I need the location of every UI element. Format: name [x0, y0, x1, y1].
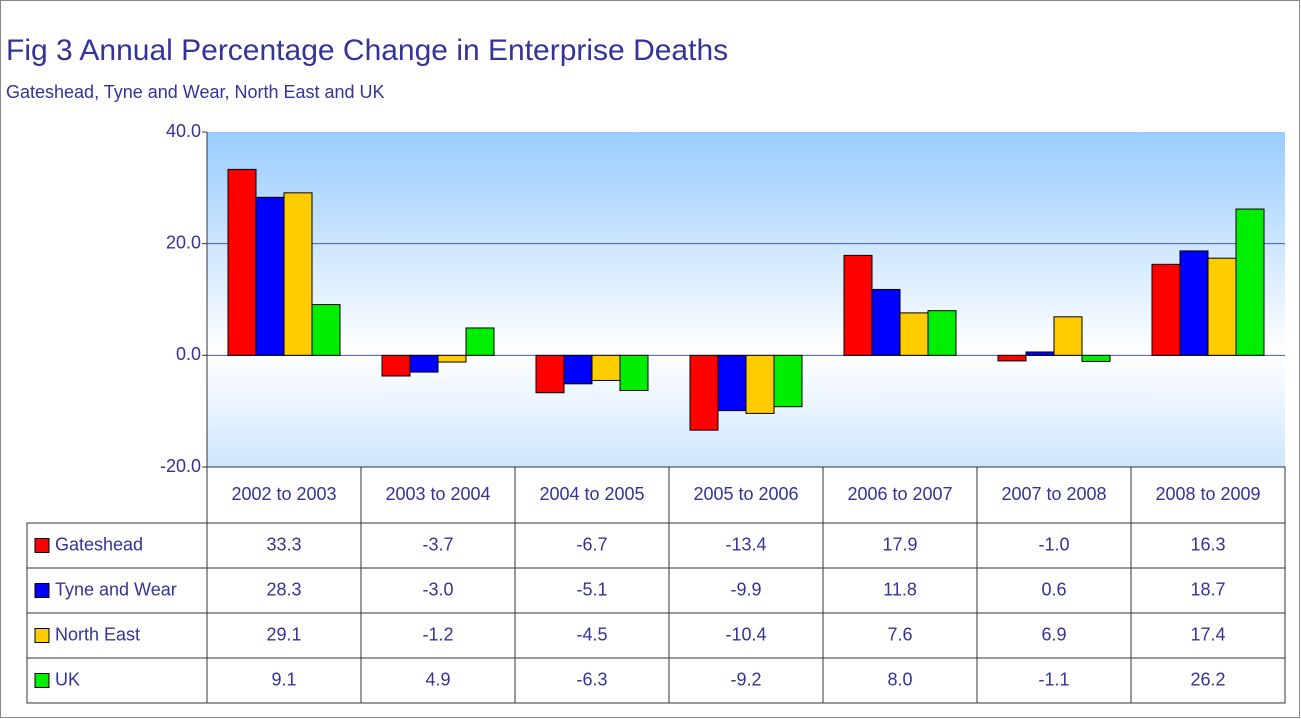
bar [619, 354, 649, 392]
table-cell: 17.9 [882, 534, 917, 554]
table-cell: -10.4 [725, 624, 766, 644]
bar [717, 354, 747, 412]
bar [843, 254, 873, 356]
table-cell: 28.3 [266, 579, 301, 599]
table-cell: -9.2 [730, 669, 761, 689]
bar [1151, 263, 1181, 356]
table-cell: 17.4 [1190, 624, 1225, 644]
x-tick-label: 2006 to 2007 [847, 484, 952, 504]
x-tick-label: 2003 to 2004 [385, 484, 490, 504]
table-cell: -6.7 [576, 534, 607, 554]
legend-swatch [34, 673, 50, 688]
legend-label: Tyne and Wear [55, 579, 177, 599]
table-cell: -3.0 [422, 579, 453, 599]
bar [1235, 208, 1265, 356]
chart-subtitle: Gateshead, Tyne and Wear, North East and… [6, 82, 385, 102]
y-tick-label: 0.0 [176, 344, 201, 364]
table-cell: -5.1 [576, 579, 607, 599]
bar [1025, 351, 1055, 356]
table-cell: 6.9 [1041, 624, 1066, 644]
table-cell: -9.9 [730, 579, 761, 599]
bar [381, 354, 411, 377]
y-tick-label: 20.0 [166, 232, 201, 252]
bar [689, 354, 719, 431]
table-cell: -13.4 [725, 534, 766, 554]
bar [437, 354, 467, 363]
y-tick-label: 40.0 [166, 121, 201, 141]
x-tick-label: 2005 to 2006 [693, 484, 798, 504]
chart-title: Fig 3 Annual Percentage Change in Enterp… [6, 34, 728, 67]
bar [591, 354, 621, 381]
table-cell: 8.0 [887, 669, 912, 689]
table-cell: 11.8 [883, 579, 917, 599]
table-cell: 7.6 [887, 624, 912, 644]
legend-label: UK [55, 669, 80, 689]
legend-swatch [34, 583, 50, 598]
table-cell: 18.7 [1190, 579, 1225, 599]
bar [1179, 250, 1209, 356]
bar [283, 192, 313, 356]
table-cell: -6.3 [576, 669, 607, 689]
bar [465, 327, 495, 356]
table-cell: -3.7 [422, 534, 453, 554]
legend-swatch [34, 538, 50, 553]
bar [927, 310, 957, 356]
bar [871, 288, 901, 356]
bar [255, 196, 285, 356]
table-cell: -1.1 [1038, 669, 1069, 689]
plot-area [207, 132, 1285, 467]
table-cell: 33.3 [266, 534, 301, 554]
table-cell: 9.1 [271, 669, 296, 689]
table-cell: 16.3 [1190, 534, 1225, 554]
table-cell: -4.5 [576, 624, 607, 644]
table-cell: -1.0 [1038, 534, 1069, 554]
bar [745, 354, 775, 414]
bar [409, 354, 439, 373]
x-tick-label: 2008 to 2009 [1155, 484, 1260, 504]
legend-swatch [34, 628, 50, 643]
x-tick-label: 2004 to 2005 [539, 484, 644, 504]
x-tick-label: 2002 to 2003 [231, 484, 336, 504]
table-cell: -1.2 [422, 624, 453, 644]
y-tick-label: -20.0 [160, 456, 201, 476]
bar [1207, 257, 1237, 356]
bar [227, 168, 257, 356]
bar [1053, 316, 1083, 356]
bar [535, 354, 565, 394]
table-cell: 4.9 [425, 669, 450, 689]
bar [997, 354, 1027, 362]
x-tick-label: 2007 to 2008 [1001, 484, 1106, 504]
bar [899, 312, 929, 356]
legend-label: North East [55, 624, 140, 644]
table-cell: 26.2 [1190, 669, 1225, 689]
bar [563, 354, 593, 385]
table-cell: 29.1 [266, 624, 301, 644]
bar [773, 354, 803, 408]
table-cell: 0.6 [1041, 579, 1066, 599]
bar [1081, 354, 1111, 362]
bar [311, 304, 341, 356]
legend-label: Gateshead [55, 534, 143, 554]
